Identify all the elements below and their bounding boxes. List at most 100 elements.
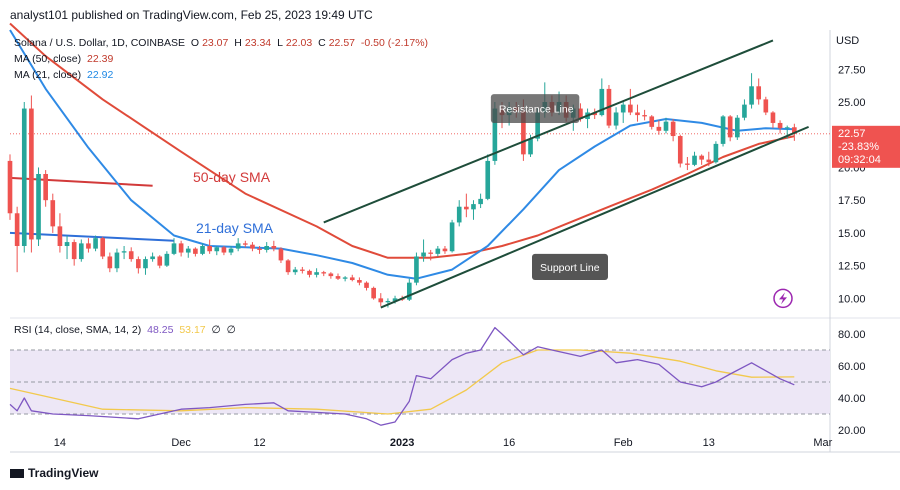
resistance-label-box (490, 94, 580, 123)
candle-body (628, 104, 633, 113)
candle-body (50, 200, 56, 227)
time-tick-label: 16 (503, 437, 515, 449)
rsi-empty-1: ∅ (211, 324, 221, 336)
rsi-line (9, 326, 795, 426)
symbol-name: Solana / U.S. Dollar, 1D, COINBASE (14, 37, 185, 49)
candle-body (734, 117, 740, 138)
rsi-tick-label: 80.00 (838, 329, 866, 341)
candle-body (43, 174, 48, 201)
rsi-sma-line (9, 349, 795, 415)
candle-body (292, 269, 298, 273)
close-label: C (318, 37, 326, 49)
candle-body (685, 163, 690, 165)
rsi-tick-label: 60.00 (838, 361, 866, 373)
candle-body (692, 155, 697, 165)
candle-body (770, 112, 776, 123)
candle-body (100, 238, 106, 257)
candle-body (307, 270, 312, 275)
candle-body (221, 247, 227, 253)
candle-body (128, 251, 134, 260)
tv-logo-icon (10, 469, 24, 479)
rsi-value: 48.25 (147, 324, 174, 336)
candle-body (706, 159, 712, 163)
low-value: 22.03 (285, 37, 313, 49)
candle-body (521, 111, 526, 155)
change-value: -0.50 (-2.17%) (360, 37, 429, 49)
candle-body (364, 282, 369, 288)
candle-body (442, 248, 448, 252)
time-tick-label: 2023 (390, 437, 414, 449)
candle-body (335, 276, 341, 279)
time-tick-label: 13 (703, 437, 715, 449)
candle-body (36, 174, 41, 240)
candle-body (599, 88, 605, 116)
candle-body (93, 238, 98, 249)
time-tick-label: 14 (54, 437, 66, 449)
candle-body (406, 282, 412, 300)
candle-body (663, 121, 669, 131)
candle-body (107, 256, 113, 269)
candle-body (171, 243, 177, 254)
candle-body (264, 246, 270, 250)
price-axis-currency: USD (836, 35, 859, 47)
low-label: L (277, 37, 283, 49)
price-pane (10, 30, 830, 318)
candle-body (328, 273, 334, 277)
candle-body (121, 251, 127, 253)
candle-body (677, 136, 683, 164)
candle-body (371, 287, 376, 299)
rsi-sma-value: 53.17 (179, 324, 206, 336)
candle-body (185, 248, 191, 253)
tradingview-logo: TradingView (10, 466, 98, 480)
candle-body (421, 252, 426, 257)
candle-body (635, 112, 640, 116)
rsi-legend: RSI (14, close, SMA, 14, 2) 48.25 53.17 … (14, 324, 239, 336)
candle-body (642, 115, 647, 117)
candle-body (613, 112, 619, 126)
candle-body (777, 122, 783, 129)
candle-body (649, 116, 655, 127)
candle-body (21, 108, 27, 246)
rsi-label: RSI (14, close, SMA, 14, 2) (14, 324, 142, 336)
price-tick-label: 27.50 (838, 64, 866, 76)
candle-body (57, 226, 63, 246)
candle-body (136, 259, 141, 269)
candle-body (414, 256, 419, 283)
candle-body (114, 252, 120, 269)
candle-body (592, 112, 598, 116)
candle-body (378, 298, 384, 303)
candle-body (7, 160, 13, 214)
rsi-tick-label: 40.00 (838, 393, 866, 405)
candle-body (29, 108, 34, 240)
time-tick-label: Dec (171, 437, 191, 449)
lightning-bolt-glyph (779, 292, 787, 305)
candle-body (528, 138, 533, 155)
price-tick-label: 25.00 (838, 97, 866, 109)
candle-body (670, 121, 676, 137)
candle-body (71, 242, 77, 260)
candle-body (321, 272, 327, 274)
support-trendline (380, 125, 809, 309)
close-value: 22.57 (328, 37, 355, 49)
candle-body (178, 243, 184, 253)
price-tag-change: -23.83% (838, 141, 879, 153)
candle-body (143, 259, 148, 269)
candle-body (314, 272, 319, 275)
candle-body (257, 248, 262, 250)
ma21-label: MA (21, close) (14, 69, 82, 81)
ma21-value: 22.92 (87, 69, 114, 81)
ma50-value: 22.39 (87, 53, 114, 65)
candle-body (784, 127, 790, 129)
sma50-annotation: 50-day SMA (193, 169, 271, 185)
candle-body (285, 260, 291, 273)
candle-body (428, 252, 434, 254)
candle-body (485, 160, 491, 199)
support-label-box (532, 253, 608, 281)
open-value: 23.07 (202, 37, 229, 49)
candle-body (193, 248, 198, 254)
candle-body (14, 213, 20, 246)
candle-body (535, 112, 540, 139)
candle-body (792, 127, 797, 134)
candle-body (713, 143, 719, 163)
symbol-legend: Solana / U.S. Dollar, 1D, COINBASE O 23.0… (14, 37, 431, 49)
